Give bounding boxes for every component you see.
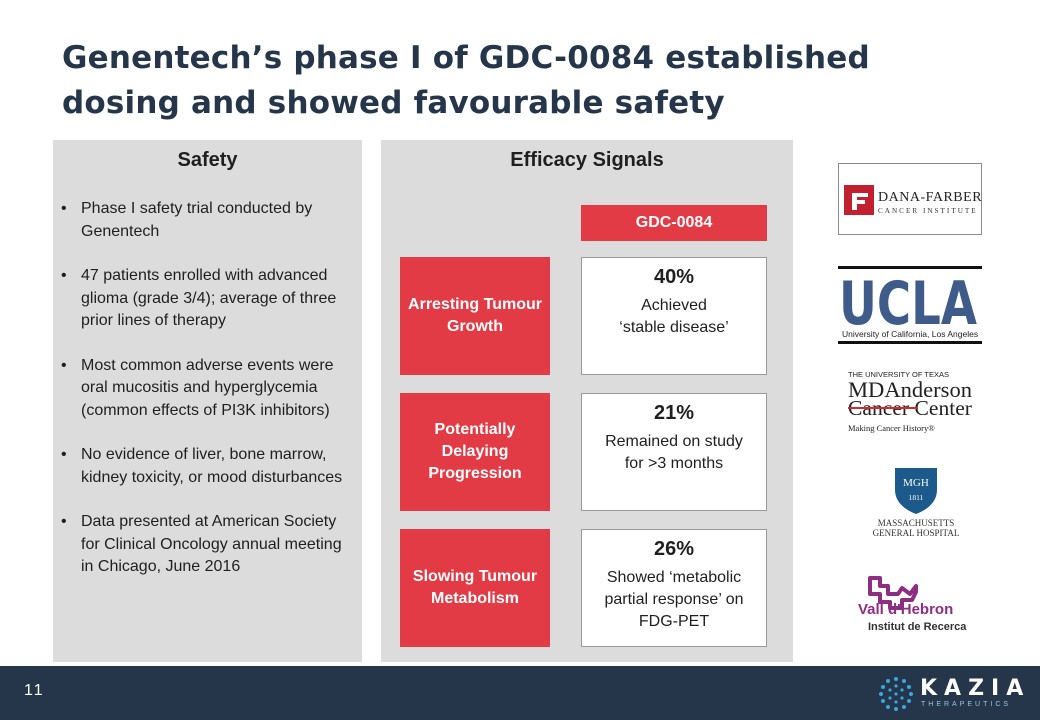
dana-farber-logo: DANA-FARBER CANCER INSTITUTE — [838, 163, 982, 235]
footer-bar: 11 KAZIA THERAPEUTICS — [0, 666, 1040, 720]
mgh-shield-icon — [895, 468, 937, 514]
md-anderson-tagline: Making Cancer History® — [848, 423, 935, 433]
metric-description: Showed ‘metabolic partial response’ on F… — [604, 569, 744, 630]
metric-value-box: 26% Showed ‘metabolic partial response’ … — [581, 529, 767, 647]
mgh-badge: MGH — [903, 477, 929, 489]
vall-hebron-logo: Vall d'Hebron Institut de Recerca — [858, 576, 967, 633]
metric-value-box: 21% Remained on study for >3 months — [581, 393, 767, 511]
vall-hebron-mark-icon — [868, 576, 918, 610]
metric-percent: 40% — [653, 266, 695, 288]
md-anderson-top: THE UNIVERSITY OF TEXAS — [848, 370, 949, 379]
slide-title: Genentech’s phase I of GDC-0084 establis… — [62, 40, 870, 121]
ucla-logo: UCLA University of California, Los Angel… — [838, 266, 982, 344]
safety-bullet-list: • Phase I safety trial conducted by Genen… — [61, 198, 357, 601]
bullet-icon: • — [61, 513, 67, 530]
kazia-logo: KAZIA THERAPEUTICS — [876, 674, 1026, 714]
ucla-wordmark: UCLA — [839, 269, 977, 339]
metric-percent: 26% — [653, 538, 695, 560]
metric-label-slowing-metabolism: Slowing Tumour Metabolism — [400, 529, 550, 647]
metric-value-box: 40% Achieved ‘stable disease’ — [581, 257, 767, 375]
kazia-sub: THERAPEUTICS — [921, 701, 1012, 708]
ucla-sub: University of California, Los Angeles — [842, 329, 978, 339]
mgh-name-line1: MASSACHUSETTS — [878, 518, 955, 528]
kazia-wordmark: KAZIA — [920, 676, 1031, 701]
bullet-icon: • — [61, 200, 67, 217]
bullet-icon: • — [61, 356, 67, 374]
safety-bullet: • Phase I safety trial conducted by Genen… — [61, 200, 313, 240]
drug-label: GDC-0084 — [581, 205, 767, 241]
efficacy-heading: Efficacy Signals — [510, 149, 664, 171]
metric-label-delaying-progression: Potentially Delaying Progression — [400, 393, 550, 511]
safety-bullet: • Most common adverse events were oral mu… — [61, 356, 334, 419]
md-anderson-name: MDAnderson — [848, 377, 972, 402]
kazia-dots-icon — [879, 677, 913, 711]
page-number: 11 — [24, 682, 45, 699]
mgh-logo: MGH 1811 MASSACHUSETTS GENERAL HOSPITAL — [873, 468, 960, 538]
safety-bullet: • No evidence of liver, bone marrow, kidn… — [61, 446, 343, 486]
metric-label-arresting-growth: Arresting Tumour Growth — [400, 257, 550, 375]
metric-percent: 21% — [653, 402, 695, 424]
md-anderson-logo: THE UNIVERSITY OF TEXAS MDAnderson Cance… — [848, 370, 972, 433]
dana-farber-name: DANA-FARBER — [878, 190, 982, 205]
dana-farber-sub: CANCER INSTITUTE — [878, 207, 978, 215]
metric-description: Achieved ‘stable disease’ — [619, 297, 729, 336]
metric-description: Remained on study for >3 months — [605, 433, 743, 472]
safety-bullet: • Data presented at American Society for … — [61, 513, 342, 575]
safety-heading: Safety — [177, 149, 238, 171]
vall-hebron-sub: Institut de Recerca — [868, 621, 967, 633]
mgh-year: 1811 — [909, 493, 924, 502]
bullet-icon: • — [61, 267, 67, 284]
bullet-icon: • — [61, 446, 67, 463]
safety-panel: Safety • Phase I safety trial conducted b… — [53, 140, 362, 662]
safety-bullet: • 47 patients enrolled with advanced glio… — [61, 267, 337, 329]
mgh-name-line2: GENERAL HOSPITAL — [873, 528, 960, 538]
vall-hebron-name: Vall d'Hebron — [858, 601, 953, 618]
